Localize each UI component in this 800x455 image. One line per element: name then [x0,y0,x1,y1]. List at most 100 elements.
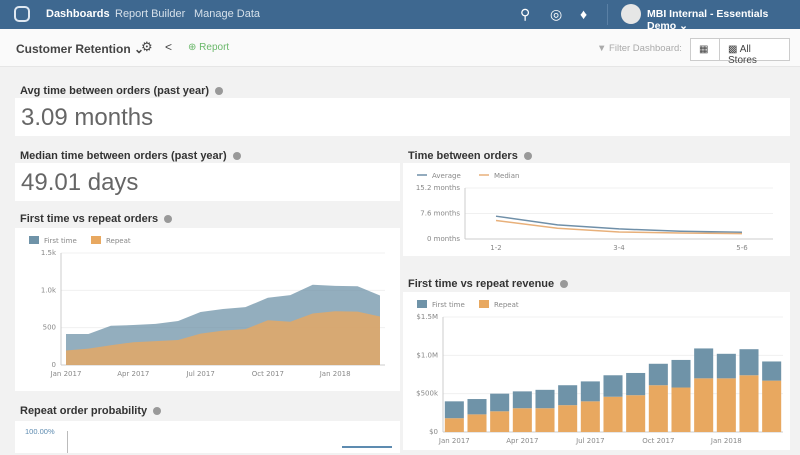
bar-first-time [444,401,464,419]
probability-line [342,446,392,448]
legend-label: Average [432,172,461,180]
info-icon[interactable] [153,407,162,416]
search-icon[interactable]: ⚲ [520,6,531,22]
avg-value: 3.09 months [21,104,154,131]
y-tick-label: 15.2 months [416,184,461,192]
bar-repeat [490,411,510,432]
bar-first-time [716,353,736,379]
median-title: Median time between orders (past year) [20,150,241,162]
median-card: 49.01 days [15,163,400,201]
legend-label: First time [432,301,465,309]
x-tick-label: Oct 2017 [252,370,284,378]
avg-card: 3.09 months [15,98,790,136]
y-tick-label: 0 [52,361,56,369]
bar-first-time [603,375,623,397]
probability-title-text: Repeat order probability [20,405,148,417]
nav-report-builder[interactable]: Report Builder [115,8,186,20]
revenue-title: First time vs repeat revenue [408,278,569,290]
median-value: 49.01 days [21,169,139,196]
y-tick-label: $1.0M [416,351,438,359]
x-tick-label: Jul 2017 [185,370,215,378]
avg-title-text: Avg time between orders (past year) [20,85,210,97]
x-tick-label: Jan 2017 [50,370,82,378]
stores-label: All Stores [728,44,757,66]
dashboard-selector[interactable]: Customer Retention ⌄ [16,42,145,56]
probability-card: 100.00% [15,421,400,453]
time-card: 0 months 7.6 months 15.2 months 1-2 3-4 5-6 Av… [403,163,790,256]
share-icon[interactable]: < [165,40,173,54]
orders-title: First time vs repeat orders [20,213,173,225]
time-title-text: Time between orders [408,150,518,162]
divider [607,4,608,25]
nav-dashboards[interactable]: Dashboards [46,8,110,20]
info-icon[interactable] [560,280,569,289]
info-icon[interactable] [523,152,532,161]
bar-repeat [694,378,714,432]
bell-icon[interactable]: ♦ [580,6,588,22]
legend-swatch [479,300,489,308]
add-report-label: Report [199,42,230,53]
orders-card: 0 500 1.0k 1.5k Jan 2017 Apr 2017 Jul 2017 Oct … [15,228,400,391]
x-tick-label: 5-6 [736,244,748,252]
axis-line [67,431,68,453]
top-nav: Dashboards Report Builder Manage Data ⚲ … [0,0,800,32]
bar-first-time [694,348,714,379]
bar-repeat [444,418,464,432]
bar-first-time [671,359,691,388]
filter-label: ▼ Filter Dashboard: [597,43,682,54]
y-tick-label: 1.5k [41,249,57,257]
probability-tick: 100.00% [25,427,55,436]
legend-label: Repeat [494,301,519,309]
x-tick-label: Jan 2018 [319,370,351,378]
bar-first-time [648,363,668,386]
info-icon[interactable] [215,87,224,96]
x-tick-label: Oct 2017 [642,437,674,445]
legend-swatch [91,236,101,244]
y-tick-label: 500 [43,324,56,332]
bar-repeat [535,408,555,432]
x-tick-label: Apr 2017 [506,437,538,445]
dashboard-toolbar: Customer Retention ⌄ ⚙ < ⊕ Report ▼ Filt… [0,29,800,67]
bar-repeat [671,387,691,432]
bar-repeat [558,405,578,432]
logo-icon[interactable] [14,6,30,22]
bar-repeat [648,385,668,432]
x-tick-label: Jul 2017 [575,437,605,445]
time-title: Time between orders [408,150,532,162]
bar-first-time [580,381,600,402]
avatar[interactable] [621,4,641,24]
bar-repeat [603,396,623,432]
y-tick-label: $1.5M [416,313,438,321]
globe-icon[interactable]: ◎ [550,6,563,22]
line-average [495,215,743,234]
info-icon[interactable] [164,215,173,224]
y-tick-label: 0 months [427,235,460,243]
median-title-text: Median time between orders (past year) [20,150,227,162]
y-tick-label: 1.0k [41,286,57,294]
avg-title: Avg time between orders (past year) [20,85,224,97]
bar-repeat [762,380,782,432]
bar-repeat [626,395,646,432]
line-median [495,219,743,235]
info-icon[interactable] [232,152,241,161]
legend-label: First time [44,237,77,245]
nav-manage-data[interactable]: Manage Data [194,8,261,20]
bar-first-time [535,389,555,409]
bar-first-time [490,393,510,412]
bar-repeat [467,414,487,432]
gear-icon[interactable]: ⚙ [141,39,153,54]
area-repeat [66,311,380,365]
x-tick-label: 1-2 [490,244,501,252]
bar-first-time [626,372,646,396]
filter-text: Filter Dashboard: [609,43,682,54]
legend-swatch [29,236,39,244]
revenue-card: $0 $500k $1.0M $1.5M Jan 2017 Apr 2017 Jul 201… [403,292,790,450]
orders-title-text: First time vs repeat orders [20,213,159,225]
legend-label: Median [494,172,519,180]
add-report-button[interactable]: ⊕ Report [188,42,230,53]
x-tick-label: Jan 2017 [438,437,470,445]
calendar-button[interactable]: ▦ [690,38,720,61]
stores-button[interactable]: ▩ All Stores [719,38,790,66]
bar-first-time [739,349,759,376]
x-tick-label: 3-4 [613,244,625,252]
